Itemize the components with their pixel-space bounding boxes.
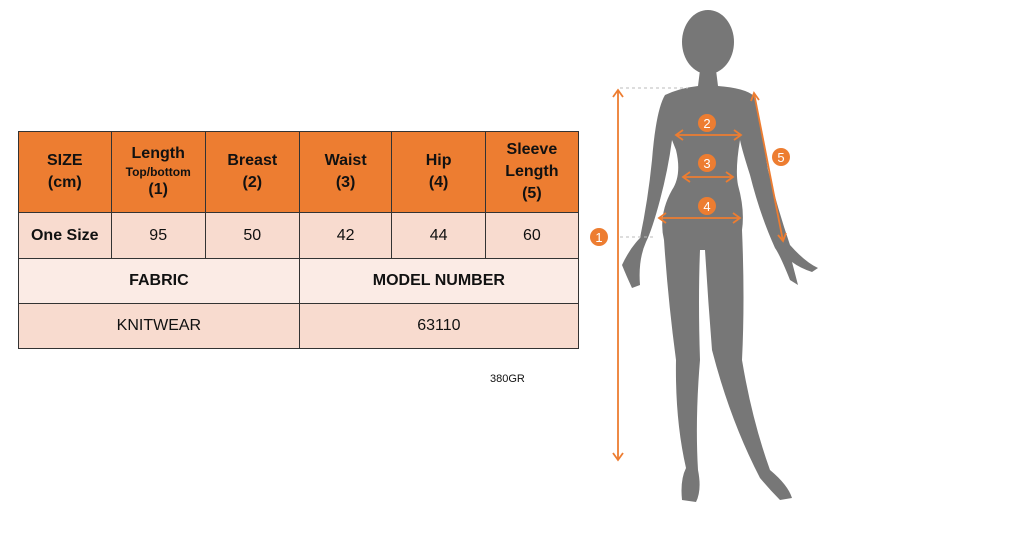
weight-label: 380GR — [490, 373, 525, 385]
header-length: Length Top/bottom (1) — [110, 131, 206, 213]
model-number-value: 63110 — [298, 303, 580, 349]
header-breast: Breast (2) — [204, 131, 300, 213]
sleeve-cell: 60 — [484, 212, 580, 259]
header-row: SIZE (cm) Length Top/bottom (1) Breast (2) W… — [18, 131, 580, 213]
hip-cell: 44 — [391, 212, 486, 259]
length-cell: 95 — [110, 212, 206, 259]
waist-cell: 42 — [298, 212, 393, 259]
marker-3: 3 — [703, 156, 710, 171]
label-row: FABRIC MODEL NUMBER — [18, 258, 580, 304]
guide-lines — [620, 87, 688, 238]
measurement-arrows — [612, 88, 787, 462]
fabric-value: KNITWEAR — [18, 303, 300, 349]
sleeve-arrow — [753, 92, 784, 242]
header-waist: Waist (3) — [298, 131, 393, 213]
fabric-label: FABRIC — [18, 258, 300, 304]
header-sleeve-length: Sleeve Length (5) — [484, 131, 580, 213]
header-size: SIZE (cm) — [18, 131, 112, 213]
value-row: KNITWEAR 63110 — [18, 303, 580, 349]
marker-2: 2 — [703, 116, 710, 131]
breast-cell: 50 — [204, 212, 300, 259]
header-hip: Hip (4) — [391, 131, 486, 213]
marker-1: 1 — [595, 230, 602, 245]
marker-4: 4 — [703, 199, 710, 214]
markers: 1 2 3 4 5 — [590, 114, 790, 246]
size-chart-table: SIZE (cm) Length Top/bottom (1) Breast (2) W… — [18, 131, 580, 349]
model-number-label: MODEL NUMBER — [298, 258, 580, 304]
marker-5: 5 — [777, 150, 784, 165]
size-cell: One Size — [18, 212, 112, 259]
silhouette — [622, 10, 818, 502]
table-row: One Size 95 50 42 44 60 — [18, 212, 580, 259]
